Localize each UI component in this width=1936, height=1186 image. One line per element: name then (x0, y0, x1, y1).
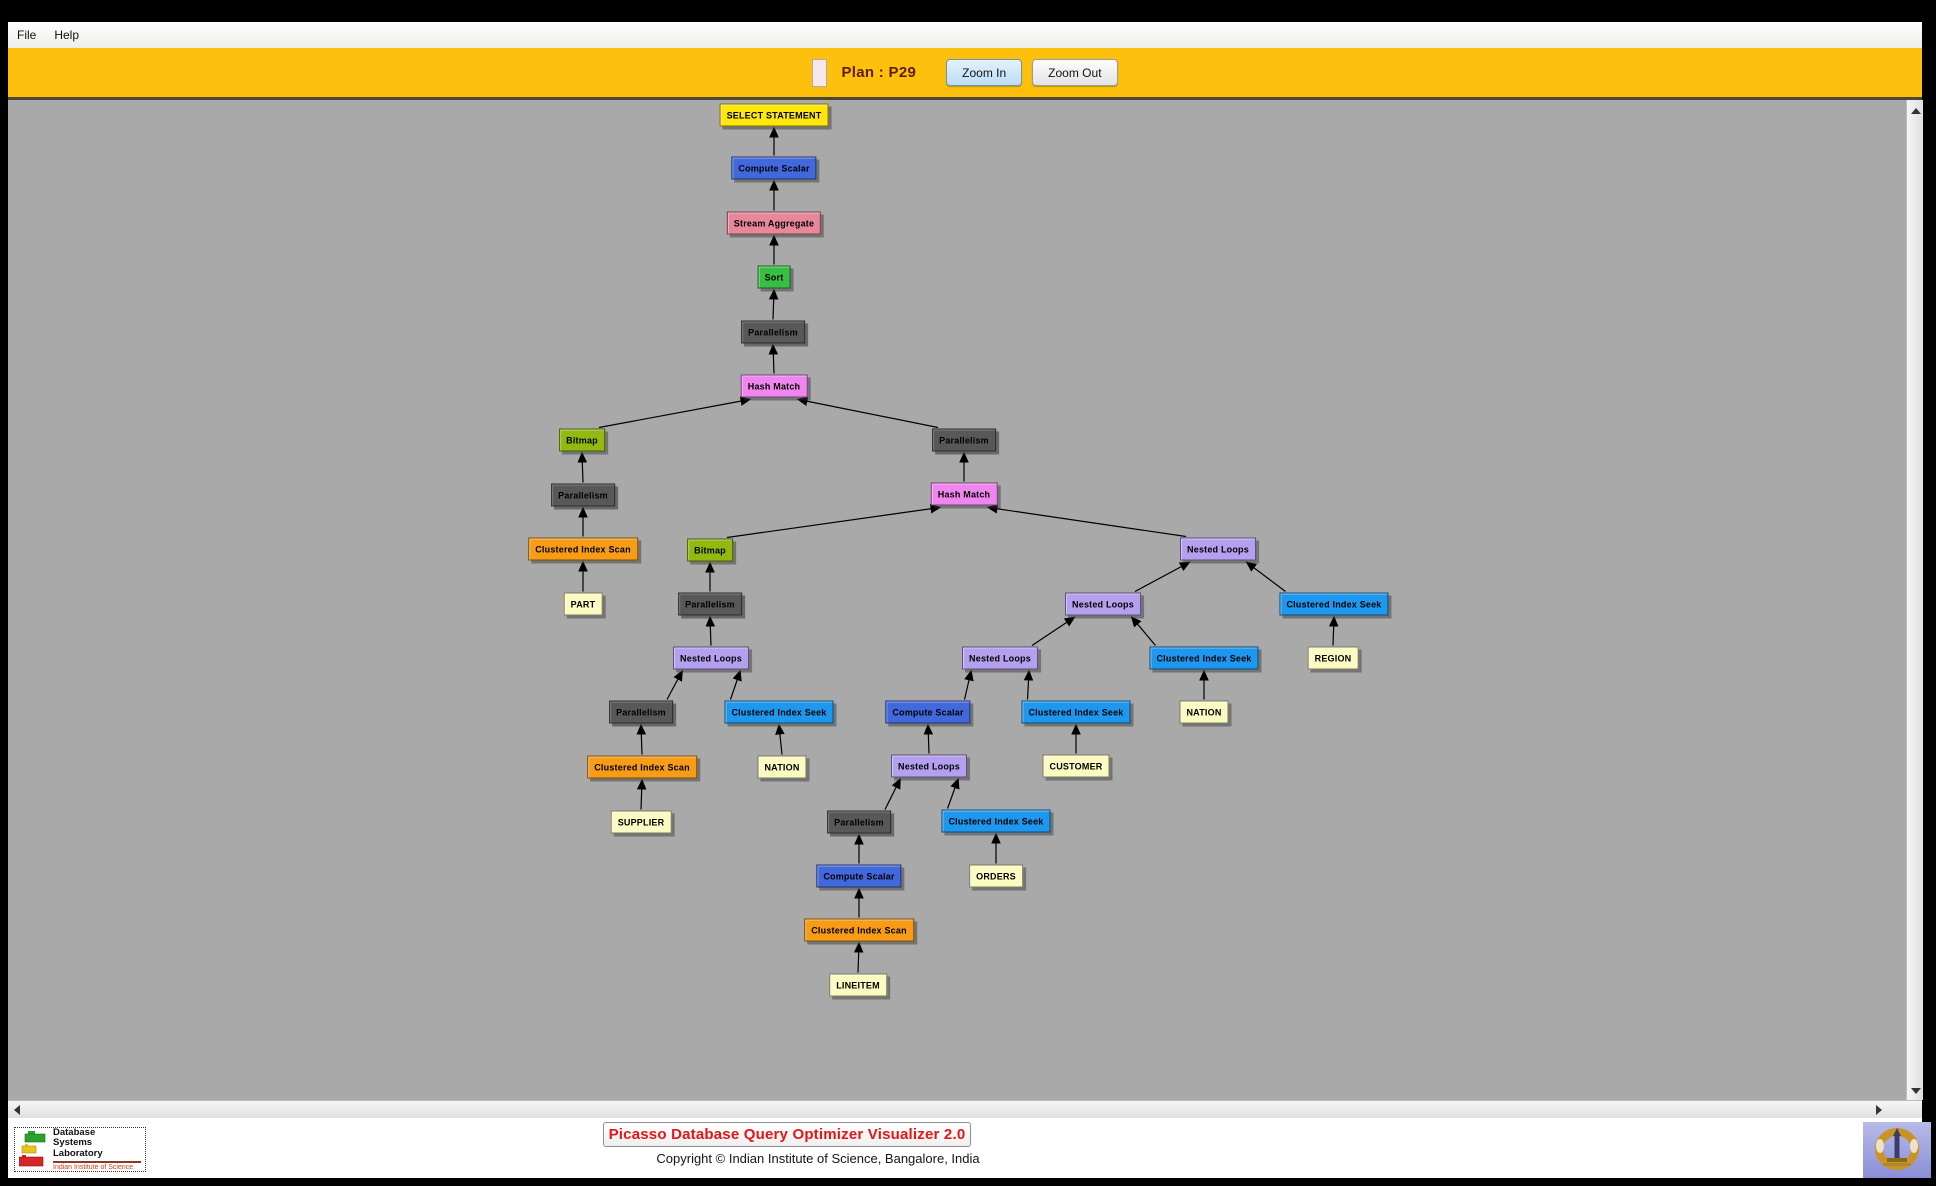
dsl-logo-line1: Database (53, 1126, 96, 1138)
edge-nested-loops-5-to-compute-scalar-2 (923, 723, 934, 754)
edge-layer (577, 126, 1339, 973)
plan-node-select-statement[interactable]: SELECT STATEMENT (719, 103, 829, 127)
zoom-out-button[interactable]: Zoom Out (1032, 59, 1118, 86)
edge-supplier-to-clustered-index-scan-2 (636, 778, 647, 810)
edge-parallelism-5-to-nested-loops-3 (666, 669, 683, 700)
plan-node-nation-1[interactable]: NATION (1179, 700, 1229, 724)
plan-node-customer[interactable]: CUSTOMER (1042, 754, 1110, 778)
scroll-left-arrow-icon[interactable] (14, 1105, 20, 1115)
menu-help[interactable]: Help (54, 28, 80, 42)
plan-node-nested-loops-5[interactable]: Nested Loops (891, 754, 967, 778)
edge-clustered-index-seek-1-to-nested-loops-1 (1245, 561, 1286, 592)
plan-node-hash-match-2[interactable]: Hash Match (930, 482, 998, 506)
edge-clustered-index-seek-5-to-nested-loops-5 (946, 777, 960, 809)
dsl-bricks-icon (19, 1131, 46, 1167)
scroll-right-arrow-icon[interactable] (1876, 1105, 1882, 1115)
zoom-in-button[interactable]: Zoom In (946, 59, 1023, 86)
edge-nested-loops-1-to-hash-match-2 (986, 504, 1187, 538)
edge-nation-2-to-clustered-index-seek-3 (775, 723, 785, 755)
plan-node-parallelism-1[interactable]: Parallelism (741, 320, 805, 344)
plan-node-nested-loops-2[interactable]: Nested Loops (1065, 592, 1141, 616)
edge-nested-loops-4-to-nested-loops-2 (1031, 616, 1076, 646)
edge-region-to-clustered-index-seek-1 (1328, 615, 1339, 646)
plan-node-nested-loops-3[interactable]: Nested Loops (673, 646, 749, 670)
vertical-scrollbar[interactable] (1906, 100, 1923, 1100)
plan-node-lineitem[interactable]: LINEITEM (829, 973, 887, 997)
dsl-logo-line3: Laboratory (53, 1147, 103, 1159)
plan-node-compute-scalar-2[interactable]: Compute Scalar (885, 700, 971, 724)
menu-file[interactable]: File (17, 28, 37, 42)
iisc-seal-icon (1875, 1128, 1919, 1170)
edge-clustered-index-seek-4-to-nested-loops-4 (1023, 669, 1034, 700)
plan-node-region[interactable]: REGION (1307, 646, 1359, 670)
plan-node-compute-scalar-1[interactable]: Compute Scalar (731, 156, 817, 180)
plan-node-sort[interactable]: Sort (757, 265, 791, 289)
dsl-logo-subtitle: Indian Institute of Science (53, 1161, 141, 1171)
edge-parallelism-1-to-sort (768, 288, 779, 320)
plan-node-clustered-index-scan-1[interactable]: Clustered Index Scan (528, 537, 638, 561)
edge-parallelism-6-to-nested-loops-5 (884, 777, 901, 810)
menu-bar: File Help (8, 22, 1922, 49)
horizontal-scrollbar[interactable] (8, 1100, 1922, 1119)
plan-node-stream-aggregate[interactable]: Stream Aggregate (726, 211, 822, 235)
edge-bitmap-2-to-hash-match-2 (726, 504, 942, 539)
app-title-box: Picasso Database Query Optimizer Visuali… (603, 1122, 971, 1147)
edge-clustered-index-scan-2-to-parallelism-5 (636, 723, 647, 755)
iisc-seal (1863, 1122, 1931, 1178)
scroll-up-arrow-icon[interactable] (1911, 108, 1921, 114)
edge-clustered-index-seek-2-to-nested-loops-2 (1130, 616, 1156, 646)
plan-node-nation-2[interactable]: NATION (757, 755, 807, 779)
footer-bar: Database Systems Laboratory Indian Insti… (8, 1118, 1931, 1178)
plan-node-parallelism-5[interactable]: Parallelism (609, 700, 673, 724)
plan-color-swatch (812, 58, 828, 87)
plan-node-part[interactable]: PART (563, 592, 603, 616)
edge-nested-loops-2-to-nested-loops-1 (1134, 561, 1191, 593)
plan-node-clustered-index-scan-3[interactable]: Clustered Index Scan (804, 918, 914, 942)
plan-node-nested-loops-1[interactable]: Nested Loops (1180, 537, 1256, 561)
edge-compute-scalar-2-to-nested-loops-4 (963, 669, 974, 700)
dsl-logo: Database Systems Laboratory Indian Insti… (14, 1127, 146, 1172)
plan-node-compute-scalar-3[interactable]: Compute Scalar (816, 864, 902, 888)
plan-node-clustered-index-seek-1[interactable]: Clustered Index Seek (1279, 592, 1389, 616)
plan-node-clustered-index-scan-2[interactable]: Clustered Index Scan (587, 755, 697, 779)
plan-node-parallelism-6[interactable]: Parallelism (827, 810, 891, 834)
plan-node-parallelism-3[interactable]: Parallelism (551, 483, 615, 507)
plan-canvas: SELECT STATEMENT Compute Scalar Stream Agg… (8, 100, 1906, 1100)
plan-node-bitmap-1[interactable]: Bitmap (559, 428, 605, 452)
toolbar-separator (8, 97, 1922, 100)
scroll-down-arrow-icon[interactable] (1911, 1088, 1921, 1094)
edge-parallelism-2-to-hash-match-1 (796, 396, 939, 429)
edge-bitmap-1-to-hash-match-1 (598, 396, 752, 429)
edge-nested-loops-3-to-parallelism-4 (705, 615, 716, 646)
plan-node-nested-loops-4[interactable]: Nested Loops (962, 646, 1038, 670)
edge-lineitem-to-clustered-index-scan-3 (853, 941, 864, 973)
plan-node-clustered-index-seek-3[interactable]: Clustered Index Seek (724, 700, 834, 724)
edge-clustered-index-seek-3-to-nested-loops-3 (729, 669, 742, 700)
plan-node-supplier[interactable]: SUPPLIER (610, 810, 672, 834)
edge-parallelism-3-to-bitmap-1 (577, 451, 588, 483)
plan-node-clustered-index-seek-5[interactable]: Clustered Index Seek (941, 809, 1051, 833)
plan-node-clustered-index-seek-2[interactable]: Clustered Index Seek (1149, 646, 1259, 670)
plan-node-bitmap-2[interactable]: Bitmap (687, 538, 733, 562)
copyright-text: Copyright © Indian Institute of Science,… (656, 1151, 980, 1166)
app-title: Picasso Database Query Optimizer Visuali… (608, 1126, 966, 1143)
toolbar: Plan : P29 Zoom In Zoom Out (8, 48, 1922, 97)
plan-label: Plan : P29 (841, 64, 917, 81)
plan-node-parallelism-4[interactable]: Parallelism (678, 592, 742, 616)
edge-hash-match-1-to-parallelism-1 (768, 343, 779, 374)
plan-node-orders[interactable]: ORDERS (969, 864, 1023, 888)
plan-node-parallelism-2[interactable]: Parallelism (932, 428, 996, 452)
dsl-logo-line2: Systems (53, 1137, 93, 1149)
plan-node-clustered-index-seek-4[interactable]: Clustered Index Seek (1021, 700, 1131, 724)
plan-node-hash-match-1[interactable]: Hash Match (740, 374, 808, 398)
